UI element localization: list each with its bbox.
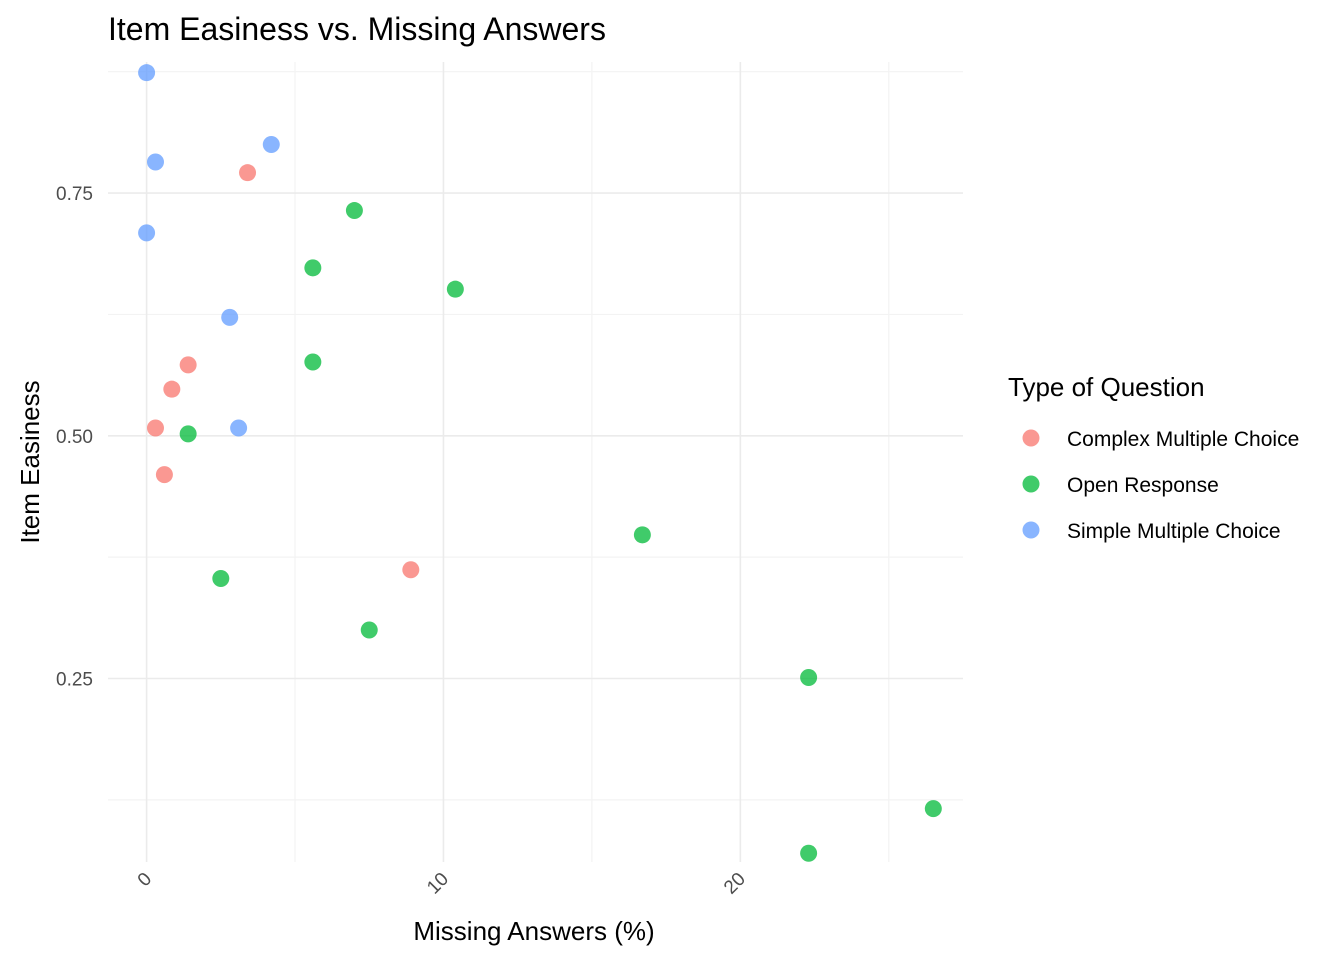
data-point xyxy=(163,380,181,398)
x-axis-ticks: 0 10 20 xyxy=(134,869,750,899)
data-point xyxy=(402,561,420,579)
data-point xyxy=(230,419,248,437)
data-point xyxy=(446,280,464,298)
data-point xyxy=(221,308,239,326)
legend-items: Complex Multiple Choice Open Response Simp… xyxy=(1022,428,1299,543)
legend-label: Simple Multiple Choice xyxy=(1067,520,1281,543)
data-point xyxy=(304,259,322,277)
grid-lines xyxy=(108,62,963,862)
data-point xyxy=(262,136,280,154)
data-point xyxy=(138,64,156,82)
x-tick-label: 20 xyxy=(720,869,750,899)
legend-key xyxy=(1022,475,1040,493)
legend-key xyxy=(1022,429,1040,447)
y-axis-title: Item Easiness xyxy=(15,380,45,543)
data-point xyxy=(304,353,322,371)
data-point xyxy=(239,164,257,182)
legend-label: Open Response xyxy=(1067,474,1219,497)
y-tick-label: 0.50 xyxy=(56,427,93,448)
chart-title: Item Easiness vs. Missing Answers xyxy=(108,11,606,47)
data-point xyxy=(360,621,378,639)
legend-key xyxy=(1022,521,1040,539)
legend-label: Complex Multiple Choice xyxy=(1067,428,1299,451)
data-points xyxy=(138,64,942,862)
legend: Type of Question Complex Multiple Choice… xyxy=(1008,372,1299,543)
data-point xyxy=(147,419,164,437)
data-point xyxy=(138,224,156,242)
data-point xyxy=(179,356,197,374)
data-point xyxy=(924,800,942,818)
legend-title: Type of Question xyxy=(1008,372,1205,402)
x-tick-label: 10 xyxy=(423,869,453,899)
y-axis-ticks: 0.25 0.50 0.75 xyxy=(56,184,93,690)
data-point xyxy=(345,202,363,220)
y-tick-label: 0.25 xyxy=(56,670,93,691)
data-point xyxy=(800,669,818,687)
data-point xyxy=(212,570,230,588)
data-point xyxy=(155,466,173,484)
data-point xyxy=(147,153,164,171)
x-tick-label: 0 xyxy=(134,869,156,891)
data-point xyxy=(179,425,197,443)
data-point xyxy=(633,526,651,544)
y-tick-label: 0.75 xyxy=(56,184,93,205)
x-axis-title: Missing Answers (%) xyxy=(413,916,654,946)
data-point xyxy=(800,844,818,862)
